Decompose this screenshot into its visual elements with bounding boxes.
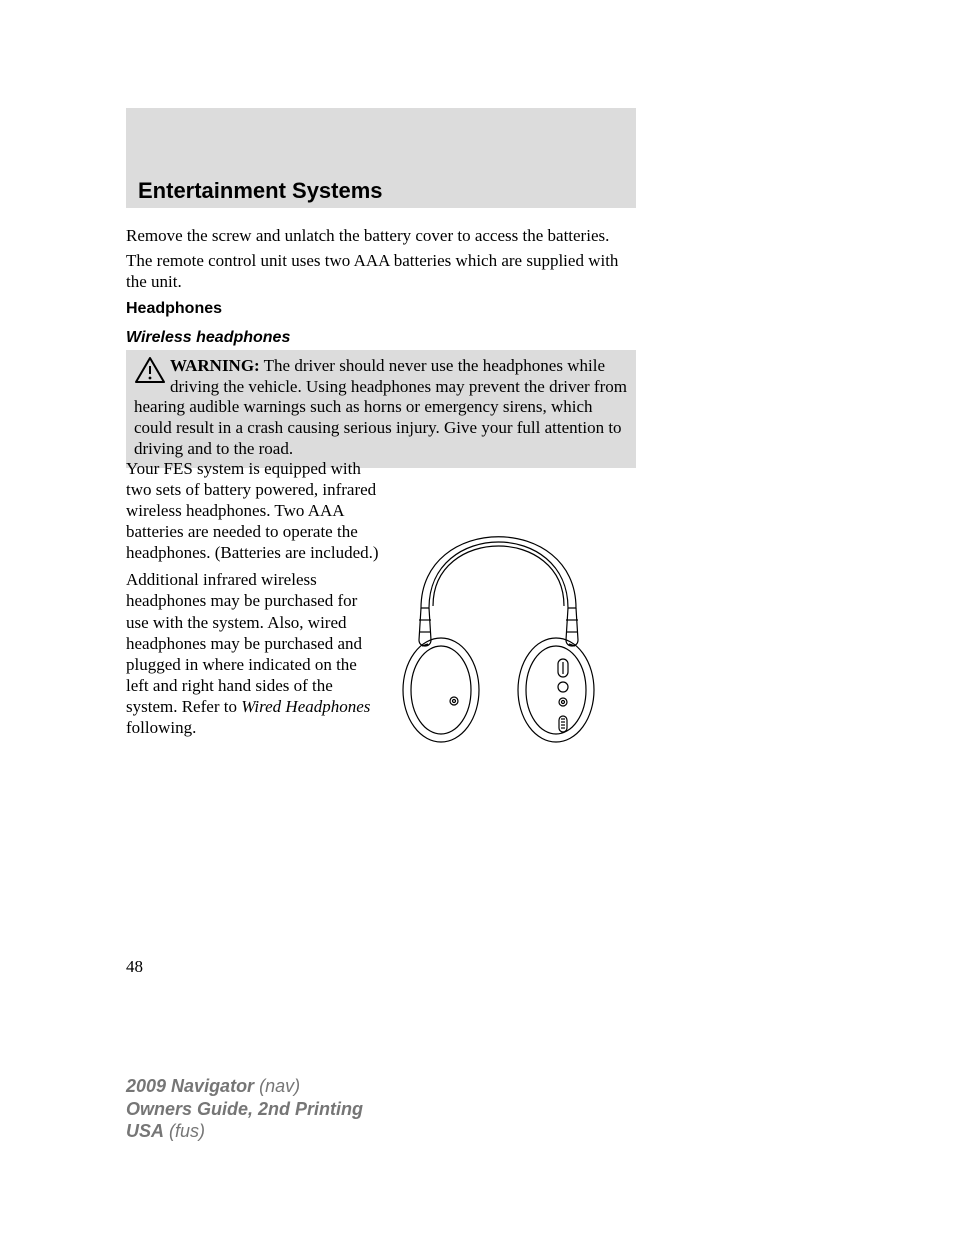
footer-block: 2009 Navigator (nav) Owners Guide, 2nd P… <box>126 1075 363 1143</box>
heading-headphones: Headphones <box>126 300 222 318</box>
footer-model-code: (nav) <box>254 1076 300 1096</box>
text-run: Additional infrared wireless headphones … <box>126 570 362 715</box>
manual-page: Entertainment Systems Remove the screw a… <box>0 0 954 1235</box>
footer-region-code: (fus) <box>164 1121 205 1141</box>
wired-headphones-reference: Wired Headphones <box>241 697 370 716</box>
section-title: Entertainment Systems <box>138 178 383 204</box>
additional-headphones: Additional infrared wireless headphones … <box>126 569 381 738</box>
footer-guide: Owners Guide, 2nd Printing <box>126 1098 363 1121</box>
two-column-region: Your FES system is equipped with two set… <box>126 458 636 753</box>
column-left-text: Your FES system is equipped with two set… <box>126 458 381 744</box>
headphones-illustration <box>386 458 611 748</box>
column-right-illustration <box>386 458 636 753</box>
footer-line-3: USA (fus) <box>126 1120 363 1143</box>
footer-model: 2009 Navigator <box>126 1076 254 1096</box>
heading-wireless-headphones: Wireless headphones <box>126 329 290 347</box>
footer-region: USA <box>126 1121 164 1141</box>
page-number: 48 <box>126 957 143 977</box>
warning-label: WARNING: <box>170 356 260 375</box>
warning-triangle-icon <box>134 356 166 384</box>
paragraph-battery-type: The remote control unit uses two AAA bat… <box>126 250 636 293</box>
text-run: following. <box>126 718 196 737</box>
fes-description: Your FES system is equipped with two set… <box>126 458 381 563</box>
footer-line-1: 2009 Navigator (nav) <box>126 1075 363 1098</box>
paragraph-battery-cover: Remove the screw and unlatch the battery… <box>126 225 636 246</box>
warning-box: WARNING: The driver should never use the… <box>126 350 636 468</box>
